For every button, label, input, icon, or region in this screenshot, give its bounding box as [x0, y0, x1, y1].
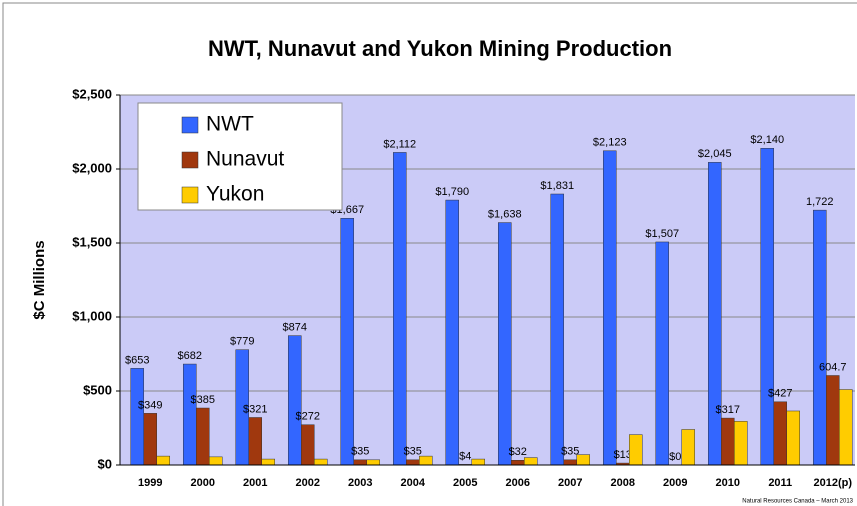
bar: [248, 417, 262, 466]
bar: [721, 417, 735, 466]
value-label: $653: [125, 354, 149, 366]
value-label: $1,790: [435, 186, 469, 198]
bar: [813, 209, 827, 466]
x-tick-label: 2002: [296, 477, 320, 489]
bar: [550, 193, 564, 466]
x-tick-label: 2010: [716, 477, 740, 489]
bar: [773, 401, 787, 466]
bar: [734, 421, 748, 466]
bar: [681, 429, 695, 466]
bar: [524, 457, 538, 466]
bar: [156, 455, 170, 466]
value-label: $13: [614, 449, 632, 461]
value-label: $874: [283, 322, 307, 334]
bar: [471, 458, 485, 466]
value-label: $779: [230, 336, 254, 348]
bar: [629, 434, 643, 466]
legend-label: Nunavut: [206, 148, 284, 171]
bar: [314, 458, 328, 466]
x-tick-label: 2007: [558, 477, 582, 489]
bar: [288, 335, 302, 466]
y-tick-label: $0: [98, 456, 112, 471]
value-label: 1,722: [806, 196, 834, 208]
value-label: $349: [138, 399, 162, 411]
bar: [353, 459, 367, 466]
x-tick-label: 2004: [401, 477, 426, 489]
value-label: $0: [669, 451, 681, 463]
bar: [393, 152, 407, 466]
x-tick-label: 2011: [768, 477, 792, 489]
y-tick-label: $1,500: [72, 234, 112, 249]
bar: [708, 162, 722, 466]
value-label: $1,638: [488, 208, 522, 220]
x-tick-label: 2003: [348, 477, 372, 489]
value-label: $4: [459, 450, 471, 462]
value-label: $1,831: [540, 180, 574, 192]
bar: [839, 389, 853, 466]
value-label: $272: [296, 411, 320, 423]
value-label: 604.7: [819, 361, 847, 373]
value-label: $385: [191, 394, 215, 406]
bar: [511, 460, 525, 466]
x-tick-label: 2008: [611, 477, 635, 489]
bar: [261, 458, 275, 466]
bar: [498, 222, 512, 466]
bar: [406, 459, 420, 466]
value-label: $427: [768, 388, 792, 400]
bar: [143, 413, 157, 466]
legend-label: Yukon: [206, 183, 264, 206]
value-label: $317: [716, 404, 740, 416]
x-tick-label: 2001: [243, 477, 267, 489]
y-tick-label: $2,500: [72, 86, 112, 101]
value-label: $2,112: [383, 138, 416, 150]
value-label: $32: [509, 446, 527, 458]
bar: [196, 407, 210, 466]
bar: [209, 456, 223, 466]
legend-label: NWT: [206, 113, 254, 136]
value-label: $2,045: [698, 148, 732, 160]
value-label: $1,507: [645, 228, 679, 240]
value-label: $321: [243, 403, 267, 415]
bar: [786, 410, 800, 466]
legend-swatch: [181, 116, 199, 134]
y-tick-label: $500: [83, 382, 112, 397]
value-label: $35: [351, 446, 369, 458]
bar: [760, 148, 774, 466]
x-tick-label: 2005: [453, 477, 477, 489]
x-tick-label: 2009: [663, 477, 687, 489]
x-tick-label: 2000: [191, 477, 215, 489]
value-label: $2,123: [593, 137, 627, 149]
x-tick-label: 2012(p): [813, 477, 852, 489]
legend-swatch: [181, 186, 199, 204]
chart-title: NWT, Nunavut and Yukon Mining Production: [208, 36, 672, 61]
y-tick-label: $1,000: [72, 308, 112, 323]
bar: [366, 459, 380, 466]
bar: [183, 363, 197, 466]
bar: [445, 199, 459, 466]
bar: [563, 459, 577, 466]
x-tick-label: 1999: [138, 477, 162, 489]
y-tick-label: $2,000: [72, 160, 112, 175]
x-tick-label: 2006: [506, 477, 530, 489]
bar: [603, 150, 617, 466]
bar: [419, 455, 433, 466]
bar: [576, 454, 590, 466]
footnote: Natural Resources Canada – March 2013: [742, 499, 853, 505]
bar: [340, 218, 354, 466]
bar: [826, 375, 840, 466]
bar: [130, 368, 144, 466]
value-label: $35: [404, 446, 422, 458]
bar: [655, 241, 669, 466]
value-label: $35: [561, 446, 579, 458]
value-label: $682: [178, 350, 202, 362]
bar: [301, 424, 315, 466]
value-label: $2,140: [750, 134, 784, 146]
y-axis-label: $C Millions: [31, 240, 48, 319]
legend-swatch: [181, 151, 199, 169]
legend-box: [137, 102, 343, 211]
